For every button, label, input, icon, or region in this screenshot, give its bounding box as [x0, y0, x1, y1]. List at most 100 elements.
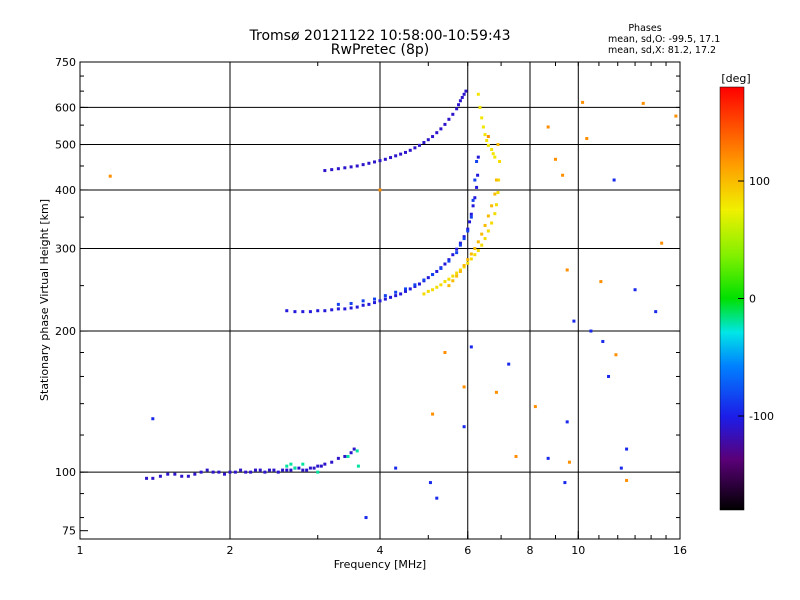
- data-point: [486, 214, 490, 218]
- x-tick-label: 1: [77, 544, 84, 557]
- stats-block: Phases mean, sd,O: -99.5, 17.1 mean, sd,…: [608, 23, 720, 56]
- data-point: [475, 160, 479, 164]
- data-point: [581, 100, 585, 104]
- data-point: [323, 309, 327, 313]
- data-point: [413, 284, 417, 288]
- data-point: [403, 150, 407, 154]
- data-point: [330, 308, 334, 312]
- colorbar-label: [deg]: [721, 72, 750, 85]
- data-point: [408, 287, 412, 291]
- data-point: [285, 309, 289, 313]
- data-point: [491, 152, 495, 156]
- data-point: [443, 350, 447, 354]
- data-point: [330, 460, 334, 464]
- data-point: [458, 99, 462, 103]
- data-point: [464, 89, 468, 93]
- data-point: [457, 103, 461, 107]
- data-point: [158, 474, 162, 478]
- y-axis-label: Stationary phase Virtual Height [km]: [38, 199, 51, 401]
- data-point: [493, 212, 497, 216]
- chart-title: Tromsø 20121122 10:58:00-10:59:43: [249, 28, 511, 44]
- data-point: [373, 297, 377, 301]
- data-point: [514, 454, 518, 458]
- y-tick-label: 200: [55, 325, 76, 338]
- data-point: [108, 174, 112, 178]
- data-point: [589, 329, 593, 333]
- data-point: [486, 135, 490, 139]
- data-point: [507, 362, 511, 366]
- x-tick-label: 10: [571, 544, 585, 557]
- data-point: [336, 302, 340, 306]
- data-point: [607, 374, 611, 378]
- data-point: [289, 462, 293, 466]
- data-point: [439, 283, 443, 287]
- data-point: [435, 269, 439, 273]
- data-point: [272, 468, 276, 472]
- stats-line-o: mean, sd,O: -99.5, 17.1: [608, 34, 720, 45]
- data-point: [494, 203, 498, 207]
- data-point: [462, 235, 466, 239]
- data-point: [458, 269, 462, 273]
- data-point: [413, 283, 417, 287]
- data-point: [572, 319, 576, 323]
- data-point: [498, 160, 502, 164]
- data-point: [455, 247, 459, 251]
- data-point: [349, 165, 353, 169]
- data-point: [486, 229, 490, 233]
- data-point: [389, 295, 393, 299]
- data-point: [343, 307, 347, 311]
- data-point: [469, 252, 473, 256]
- data-point: [389, 156, 393, 160]
- data-point: [443, 280, 447, 284]
- data-point: [276, 470, 280, 474]
- data-point: [496, 191, 500, 195]
- data-point: [426, 289, 430, 293]
- data-point: [476, 155, 480, 159]
- data-point: [383, 157, 387, 161]
- data-point: [285, 464, 289, 468]
- data-point: [633, 288, 637, 292]
- data-point: [228, 470, 232, 474]
- data-point: [471, 204, 475, 208]
- data-point: [316, 464, 320, 468]
- data-point: [546, 456, 550, 460]
- data-point: [462, 237, 466, 241]
- data-point: [263, 470, 267, 474]
- data-point: [193, 472, 197, 476]
- data-point: [469, 212, 473, 216]
- data-point: [378, 159, 382, 163]
- data-point: [561, 173, 565, 177]
- data-point: [601, 339, 605, 343]
- data-point: [166, 472, 170, 476]
- data-point: [431, 273, 435, 277]
- data-point: [301, 462, 305, 466]
- data-point: [349, 306, 353, 310]
- data-point: [319, 464, 323, 468]
- data-point: [373, 160, 377, 164]
- y-tick-label: 500: [55, 139, 76, 152]
- data-point: [443, 122, 447, 126]
- data-point: [483, 133, 487, 137]
- data-point: [458, 268, 462, 272]
- data-point: [466, 261, 470, 265]
- data-point: [399, 152, 403, 156]
- data-points: [108, 89, 678, 520]
- data-point: [462, 425, 466, 429]
- data-point: [422, 141, 426, 145]
- data-point: [625, 478, 629, 482]
- data-point: [316, 309, 320, 313]
- data-point: [473, 196, 477, 200]
- data-point: [480, 243, 484, 247]
- x-tick-label: 8: [527, 544, 534, 557]
- data-point: [641, 101, 645, 105]
- data-point: [361, 303, 365, 307]
- data-point: [619, 466, 623, 470]
- data-point: [493, 155, 497, 159]
- data-point: [546, 125, 550, 129]
- chart-subtitle: RwPretec (8p): [331, 42, 429, 58]
- data-point: [408, 148, 412, 152]
- data-point: [403, 287, 407, 291]
- data-point: [447, 259, 451, 263]
- y-tick-label: 300: [55, 243, 76, 256]
- data-point: [330, 168, 334, 172]
